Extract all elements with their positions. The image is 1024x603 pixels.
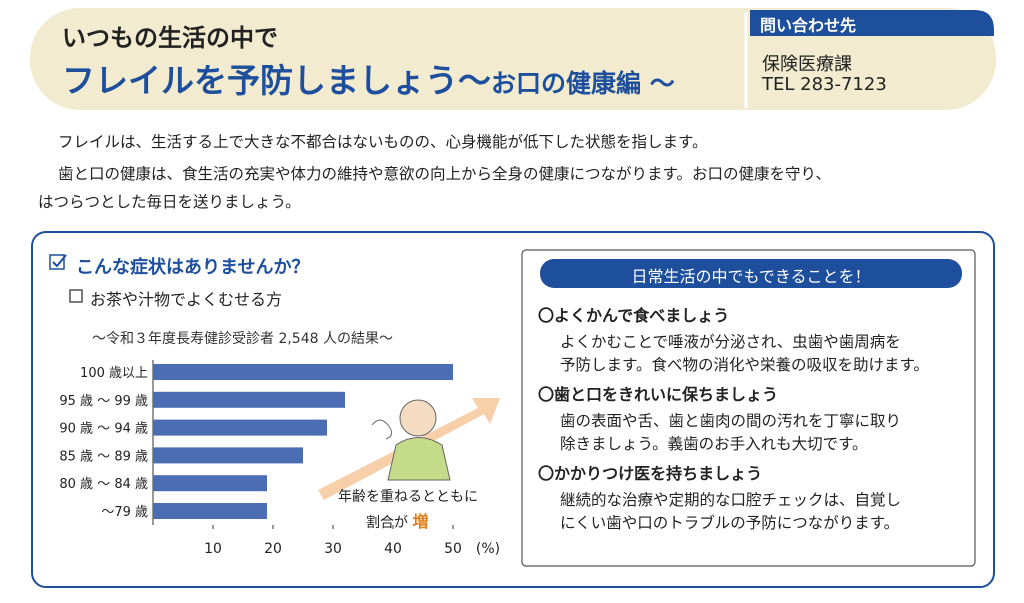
x-tick-label: 10	[204, 541, 222, 557]
bar	[153, 475, 267, 492]
title-main: フレイルを予防しましょう～	[62, 61, 491, 100]
x-tick-label: 50	[444, 541, 462, 557]
x-tick-label: 20	[264, 541, 282, 557]
tip-text: 予防します。食べ物の消化や栄養の吸収を助けます。	[560, 356, 929, 374]
category-label: 85 歳 ～ 89 歳	[59, 449, 148, 464]
annotation-line: 割合が	[366, 515, 408, 531]
contact-tab	[750, 10, 994, 36]
tip-title: 〇よくかんで食べましょう	[538, 306, 730, 325]
tip-text: 歯の表面や舌、歯と歯肉の間の汚れを丁寧に取り	[560, 412, 902, 430]
tips-heading: 日常生活の中でもできることを！	[631, 267, 871, 286]
symptoms-item: お茶や汁物でよくむせる方	[90, 290, 283, 309]
checkbox	[69, 289, 83, 303]
annotation: 割合が 増	[366, 508, 428, 532]
check-mark	[52, 254, 67, 268]
title: フレイルを予防しましょう～お口の健康編 ～	[62, 54, 675, 102]
annotation: 年齢を重ねるとともに	[338, 489, 478, 505]
bar	[153, 503, 267, 519]
contact-label: 問い合わせ先	[760, 16, 857, 35]
intro-line: フレイルは、生活する上で大きな不都合はないものの、心身機能が低下した状態を指しま…	[58, 133, 708, 151]
contact-dept: 保険医療課	[762, 54, 852, 75]
tip-title: 〇歯と口をきれいに保ちましょう	[538, 385, 779, 404]
tip-text: 継続的な治療や定期的な口腔チェックは、自覚し	[560, 491, 902, 509]
symptoms-heading: こんな症状はありませんか？	[76, 257, 310, 278]
bar	[153, 364, 453, 380]
title-suffix: お口の健康編 ～	[491, 69, 675, 98]
subtitle: いつもの生活の中で	[62, 24, 278, 52]
contact-tel: TEL 283-7123	[762, 74, 887, 95]
tip-title: 〇かかりつけ医を持ちましょう	[538, 464, 763, 483]
intro-line: はつらつとした毎日を送りましょう。	[38, 193, 301, 211]
tip-text: にくい歯や口のトラブルの予防につながります。	[560, 514, 900, 532]
category-label: 90 歳 ～ 94 歳	[59, 422, 148, 437]
x-tick-label: 40	[384, 541, 402, 557]
tip-text: 除きましょう。義歯のお手入れも大切です。	[560, 435, 868, 453]
category-label: 80 歳 ～ 84 歳	[59, 477, 148, 492]
x-unit: (%)	[476, 541, 500, 557]
annotation-emphasis: 増	[412, 512, 429, 531]
bar	[153, 447, 303, 464]
tip-text: よくかむことで唾液が分泌され、虫歯や歯周病を	[560, 333, 901, 351]
chart-title: ～令和３年度長寿健診受診者 2,548 人の結果～	[92, 331, 393, 347]
tips-header	[540, 259, 962, 288]
x-tick-label: 30	[324, 541, 342, 557]
category-label: 100 歳以上	[80, 366, 148, 381]
illustration	[371, 399, 451, 481]
category-label: 95 歳 ～ 99 歳	[59, 394, 148, 409]
main-box	[31, 231, 995, 588]
category-label: ～79 歳	[101, 505, 148, 520]
bar	[153, 391, 345, 408]
check-icon	[49, 254, 65, 270]
intro-line: 歯と口の健康は、食生活の充実や体力の維持や意欲の向上から全身の健康につながります…	[58, 165, 831, 183]
tips-box	[521, 249, 976, 567]
bar	[153, 419, 327, 436]
